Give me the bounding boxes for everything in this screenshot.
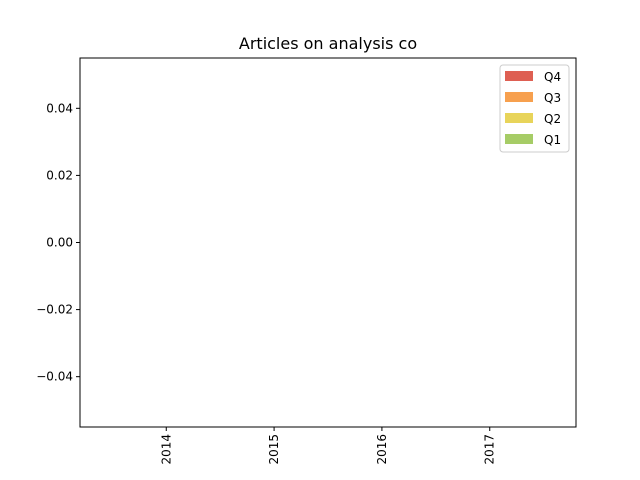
- x-tick-label: 2017: [483, 434, 497, 465]
- legend-label-q3: Q3: [544, 91, 561, 105]
- legend-swatch-q4: [505, 71, 533, 81]
- legend-swatch-q2: [505, 113, 533, 123]
- legend-label-q1: Q1: [544, 133, 561, 147]
- legend: Q4 Q3 Q2 Q1: [499, 64, 570, 153]
- x-tick-label: 2014: [159, 434, 173, 465]
- chart-title: Articles on analysis co: [239, 34, 417, 53]
- legend-frame: [499, 64, 570, 153]
- legend-label-q2: Q2: [544, 112, 561, 126]
- y-tick-label: −0.04: [36, 370, 73, 384]
- y-tick-label: 0.04: [46, 101, 73, 115]
- y-tick-label: −0.02: [36, 303, 73, 317]
- legend-label-q4: Q4: [544, 70, 561, 84]
- y-tick-label: 0.02: [46, 168, 73, 182]
- x-tick-label: 2016: [375, 434, 389, 465]
- x-tick-label: 2015: [267, 434, 281, 465]
- x-axis: 2014 2015 2016 2017: [159, 427, 497, 465]
- legend-swatch-q3: [505, 92, 533, 102]
- y-axis: −0.04 −0.02 0.00 0.02 0.04: [36, 101, 80, 384]
- legend-swatch-q1: [505, 134, 533, 144]
- y-tick-label: 0.00: [46, 236, 73, 250]
